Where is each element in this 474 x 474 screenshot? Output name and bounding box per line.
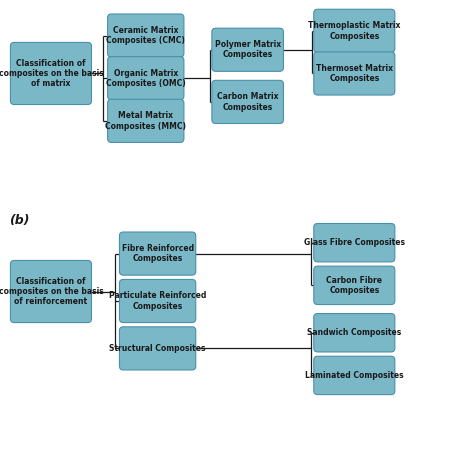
FancyBboxPatch shape <box>212 28 283 72</box>
Text: Classification of
composites on the basis
of reinforcement: Classification of composites on the basi… <box>0 277 103 306</box>
FancyBboxPatch shape <box>314 9 395 52</box>
FancyBboxPatch shape <box>119 232 196 275</box>
Text: Particulate Reinforced
Composites: Particulate Reinforced Composites <box>109 292 206 310</box>
Text: Structural Composites: Structural Composites <box>109 344 206 353</box>
Text: (b): (b) <box>9 214 30 227</box>
Text: Carbon Matrix
Composites: Carbon Matrix Composites <box>217 92 278 111</box>
Text: Laminated Composites: Laminated Composites <box>305 371 404 380</box>
Text: Metal Matrix
Composites (MMC): Metal Matrix Composites (MMC) <box>105 111 186 130</box>
Text: Organic Matrix
Composites (OMC): Organic Matrix Composites (OMC) <box>106 69 186 88</box>
Text: Thermoplastic Matrix
Composites: Thermoplastic Matrix Composites <box>308 21 401 40</box>
Text: Ceramic Matrix
Composites (CMC): Ceramic Matrix Composites (CMC) <box>106 26 185 45</box>
FancyBboxPatch shape <box>119 280 196 322</box>
FancyBboxPatch shape <box>314 52 395 95</box>
Text: Classification of
composites on the basis
of matrix: Classification of composites on the basi… <box>0 59 103 88</box>
FancyBboxPatch shape <box>10 43 91 105</box>
Text: Carbon Fibre
Composites: Carbon Fibre Composites <box>326 276 383 295</box>
FancyBboxPatch shape <box>108 100 184 143</box>
FancyBboxPatch shape <box>108 57 184 100</box>
FancyBboxPatch shape <box>10 261 91 322</box>
FancyBboxPatch shape <box>314 224 395 262</box>
FancyBboxPatch shape <box>314 266 395 305</box>
Text: Fibre Reinforced
Composites: Fibre Reinforced Composites <box>121 244 194 263</box>
FancyBboxPatch shape <box>212 81 283 124</box>
Text: Polymer Matrix
Composites: Polymer Matrix Composites <box>215 40 281 59</box>
Text: Thermoset Matrix
Composites: Thermoset Matrix Composites <box>316 64 393 83</box>
FancyBboxPatch shape <box>314 314 395 352</box>
Text: Glass Fibre Composites: Glass Fibre Composites <box>304 238 405 247</box>
FancyBboxPatch shape <box>314 356 395 394</box>
Text: Sandwich Composites: Sandwich Composites <box>307 328 401 337</box>
FancyBboxPatch shape <box>108 14 184 57</box>
FancyBboxPatch shape <box>119 327 196 370</box>
